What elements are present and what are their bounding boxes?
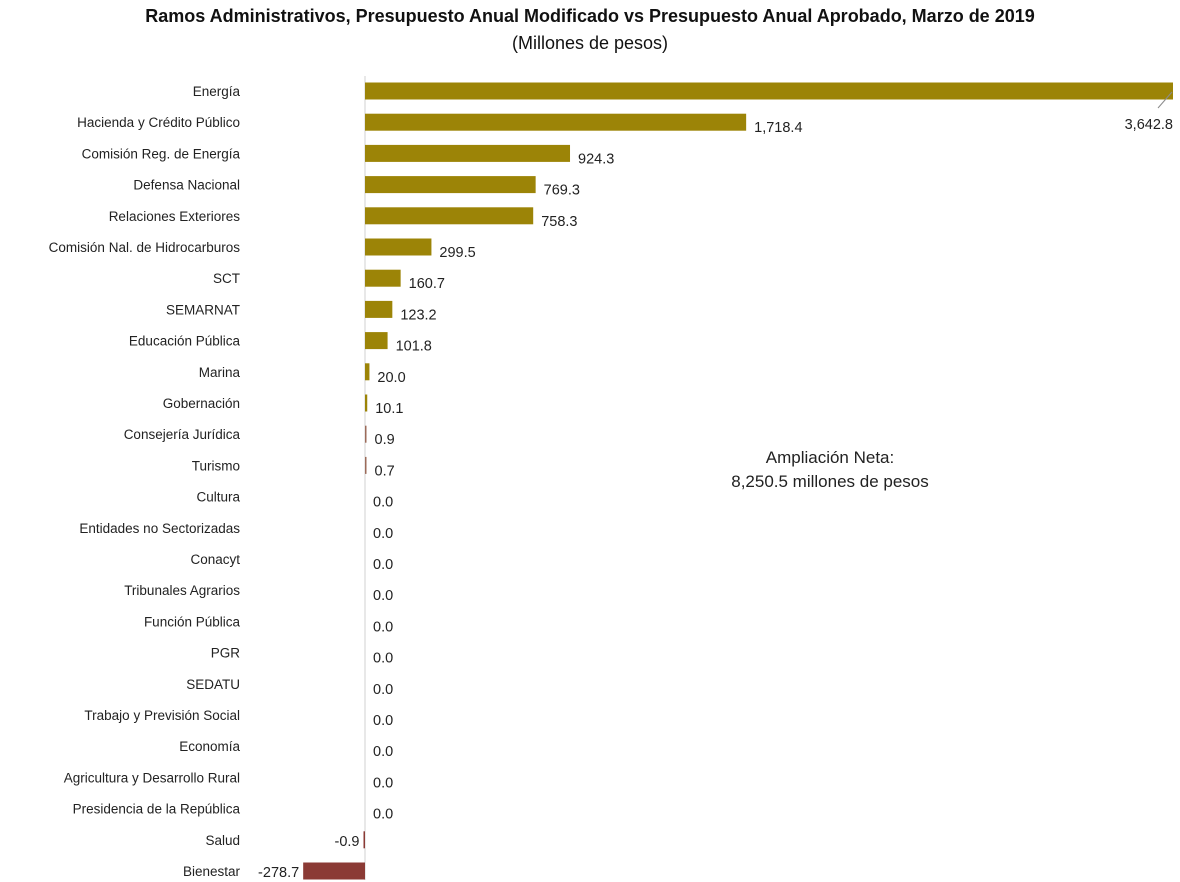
category-label: Economía [179, 739, 240, 754]
bar [365, 270, 401, 287]
category-label: SEDATU [186, 677, 240, 692]
bar [365, 363, 369, 380]
annotation-line-2: 8,250.5 millones de pesos [680, 470, 980, 494]
category-label: SCT [213, 271, 240, 286]
value-label: 0.0 [373, 588, 393, 604]
value-label: 101.8 [396, 339, 432, 355]
bar [365, 207, 533, 224]
value-label: -0.9 [335, 834, 360, 850]
bar [365, 176, 536, 193]
category-label: Entidades no Sectorizadas [79, 521, 240, 536]
category-label: Hacienda y Crédito Público [77, 115, 240, 130]
bar [365, 145, 570, 162]
category-label: Cultura [196, 490, 240, 505]
value-label: 0.0 [373, 807, 393, 823]
value-label: 758.3 [541, 214, 577, 230]
category-label: Gobernación [163, 396, 240, 411]
value-label: 0.9 [375, 432, 395, 448]
value-label: 0.0 [373, 744, 393, 760]
bar [365, 426, 367, 443]
category-label: Relaciones Exteriores [109, 209, 241, 224]
annotation-line-1: Ampliación Neta: [680, 446, 980, 470]
category-label: Conacyt [190, 552, 240, 567]
value-label: 0.0 [373, 775, 393, 791]
value-label: 160.7 [409, 276, 445, 292]
category-label: Defensa Nacional [133, 178, 240, 193]
category-label: SEMARNAT [166, 302, 240, 317]
value-label: 0.0 [373, 495, 393, 511]
category-label: Marina [199, 365, 241, 380]
bar [365, 83, 1173, 100]
category-label: Turismo [192, 458, 240, 473]
bar [364, 831, 366, 848]
bar [365, 301, 392, 318]
value-label: 0.0 [373, 619, 393, 635]
category-label: Función Pública [144, 614, 241, 629]
category-label: Educación Pública [129, 334, 241, 349]
value-label: -278.7 [258, 865, 299, 881]
value-label: 10.1 [375, 401, 403, 417]
value-label: 299.5 [439, 245, 475, 261]
category-label: Comisión Nal. de Hidrocarburos [49, 240, 241, 255]
bar [303, 863, 365, 880]
value-label: 20.0 [377, 370, 405, 386]
bar [365, 395, 367, 412]
category-label: Salud [205, 833, 240, 848]
value-label: 0.0 [373, 682, 393, 698]
value-label: 0.0 [373, 713, 393, 729]
bar [365, 114, 746, 131]
value-label: 0.0 [373, 557, 393, 573]
category-label: Energía [193, 84, 241, 99]
category-label: Tribunales Agrarios [124, 583, 240, 598]
bar [365, 332, 388, 349]
category-label: Presidencia de la República [73, 802, 241, 817]
category-label: PGR [211, 646, 241, 661]
value-label: 3,642.8 [1125, 117, 1173, 133]
category-label: Comisión Reg. de Energía [82, 146, 241, 161]
net-expansion-annotation: Ampliación Neta: 8,250.5 millones de pes… [680, 446, 980, 494]
value-label: 769.3 [544, 183, 580, 199]
bar [365, 457, 367, 474]
value-label: 1,718.4 [754, 120, 802, 136]
bar [365, 239, 431, 256]
category-label: Consejería Jurídica [124, 427, 241, 442]
value-label: 924.3 [578, 151, 614, 167]
category-label: Bienestar [183, 864, 241, 879]
value-label: 123.2 [400, 307, 436, 323]
category-label: Agricultura y Desarrollo Rural [64, 770, 240, 785]
value-label: 0.0 [373, 651, 393, 667]
value-label: 0.7 [375, 463, 395, 479]
value-label: 0.0 [373, 526, 393, 542]
category-label: Trabajo y Previsión Social [84, 708, 240, 723]
